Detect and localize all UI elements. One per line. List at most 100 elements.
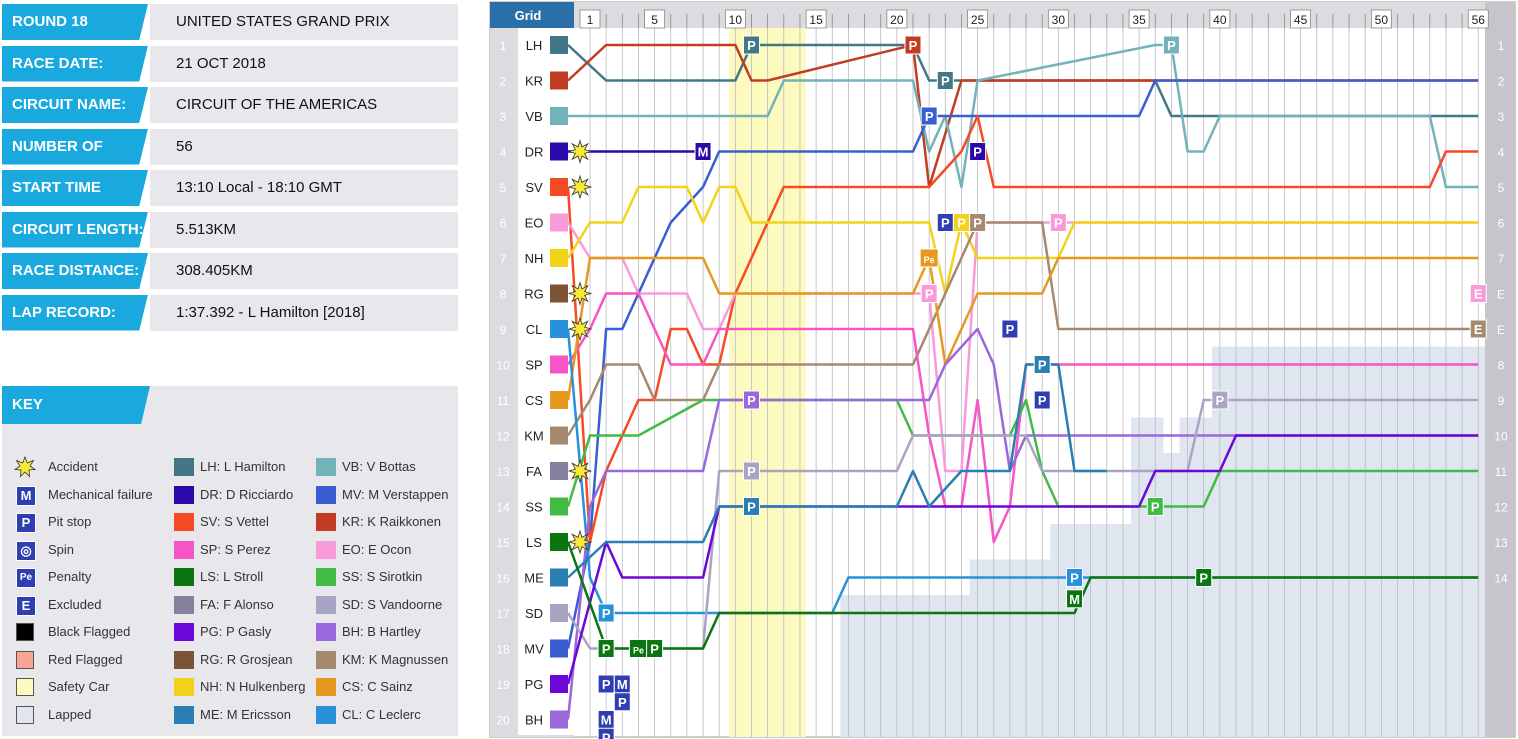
info-label: RACE DISTANCE: [2,253,148,289]
grid-driver-code: CL [526,322,543,337]
lap-tick-label: 45 [1294,13,1308,27]
event-marker-label: M [1069,592,1080,607]
final-position-label: 7 [1498,252,1505,266]
series-line-sp [566,292,1479,544]
lap-tick-box [1128,9,1150,29]
grid-driver-code: KM [524,429,544,444]
grid-driver-code: PG [525,677,544,692]
event-marker-p [646,639,664,658]
lap-chart: Grid 1 5 10 15 20 25 30 35 40 45 50 561 LH2 KR3 VB4 DR5 S… [489,1,1516,739]
event-marker-label: P [602,730,611,739]
grid-driver-code: RG [524,287,544,302]
grid-row-number: 14 [496,501,510,515]
info-row: CIRCUIT LENGTH: 5.513KM [2,211,458,248]
event-marker-label: P [1038,393,1047,408]
driver-color-swatch [316,568,336,586]
event-marker-p [1049,213,1067,232]
info-label: CIRCUIT NAME: [2,87,148,123]
event-marker-label: P [941,216,950,231]
info-value: 13:10 Local - 18:10 GMT [150,170,458,206]
event-marker-p [597,674,615,694]
lapped-icon [16,705,34,724]
lap-tick-box [805,9,827,29]
grid-driver-swatch [550,462,568,480]
event-marker-label: E [1474,287,1483,302]
event-marker-label: P [747,500,756,515]
lap-tick-label: 5 [651,13,658,27]
grid-driver-swatch [550,675,568,693]
grid-row-number: 2 [500,75,507,89]
key-label: Mechanical failure [48,486,153,502]
final-position-label: 12 [1494,501,1508,515]
event-marker-label: P [650,642,659,657]
driver-legend-label: BH: B Hartley [342,624,421,639]
grid-driver-swatch [550,249,568,267]
driver-color-swatch [316,705,336,724]
driver-legend-label: SD: S Vandoorne [342,596,443,612]
final-position-label: 13 [1494,536,1508,550]
event-marker-label: P [1070,571,1079,586]
event-marker-p [936,71,954,90]
driver-legend-label: SP: S Perez [200,541,271,557]
final-position-label: 9 [1498,394,1505,408]
driver-color-swatch [316,540,336,559]
grid-row-number: 18 [496,643,510,657]
driver-legend-label: DR: D Ricciardo [200,486,294,502]
event-marker-label: P [747,393,756,408]
event-marker-label: P [1054,216,1063,231]
final-position-label: E [1497,323,1505,337]
grid-driver-code: SS [525,500,543,515]
driver-legend-label: KM: K Magnussen [342,651,449,667]
grid-driver-swatch [550,710,568,729]
grid-row-number: 8 [500,288,507,302]
info-label: NUMBER OF LAPS: [2,128,148,165]
info-label: START TIME [2,170,148,206]
key-label: Safety Car [48,679,110,694]
event-marker-p [1146,497,1164,516]
mechanical-icon: M [16,485,36,506]
key-label: Red Flagged [48,651,123,667]
grid-driver-swatch [550,391,568,409]
driver-color-swatch [174,595,194,614]
driver-legend-label: PG: P Gasly [200,624,272,639]
lap-tick-label: 35 [1132,13,1146,27]
info-value: 308.405KM [150,253,458,289]
grid-label-column [518,28,574,735]
event-marker-label: M [601,713,612,728]
grid-driver-swatch [550,604,568,622]
driver-color-swatch [316,595,336,614]
event-marker-p [1033,390,1051,410]
accident-marker [567,281,593,306]
driver-color-swatch [316,485,336,504]
penalty-icon: Pe [16,568,36,588]
event-marker-p [969,213,987,232]
driver-color-swatch [174,678,194,696]
accident-icon [13,455,37,478]
lap-tick-label: 25 [971,13,985,27]
final-position-column [1485,2,1515,737]
grid-driver-code: ME [524,571,544,586]
grid-driver-code: SV [525,180,543,195]
event-marker-label: P [925,109,934,124]
event-marker-p [743,497,760,516]
event-marker-label: P [973,145,982,160]
event-marker-label: P [1151,500,1160,515]
driver-legend-label: SV: S Vettel [200,514,269,529]
lap-tick-label: 20 [890,13,904,27]
info-row: RACE DATE: 21 OCT 2018 [2,45,458,82]
event-marker-p [597,603,615,623]
safety-car-icon [16,678,34,696]
grid-row-number: 11 [497,394,510,408]
grid-driver-code: DR [525,145,544,160]
info-label: LAP RECORD: [2,294,148,331]
event-marker-e [1469,319,1487,339]
lap-tick-box [886,9,908,29]
grid-driver-code: SP [525,358,542,373]
event-marker-label: Pe [924,255,935,265]
series-line-vb [568,43,1479,189]
driver-legend-label: FA: F Alonso [200,596,274,612]
driver-legend-label: RG: R Grosjean [200,651,293,667]
grid-row-number: 10 [496,359,510,373]
final-position-label: 8 [1498,359,1505,373]
lapped-block [1211,346,1485,737]
